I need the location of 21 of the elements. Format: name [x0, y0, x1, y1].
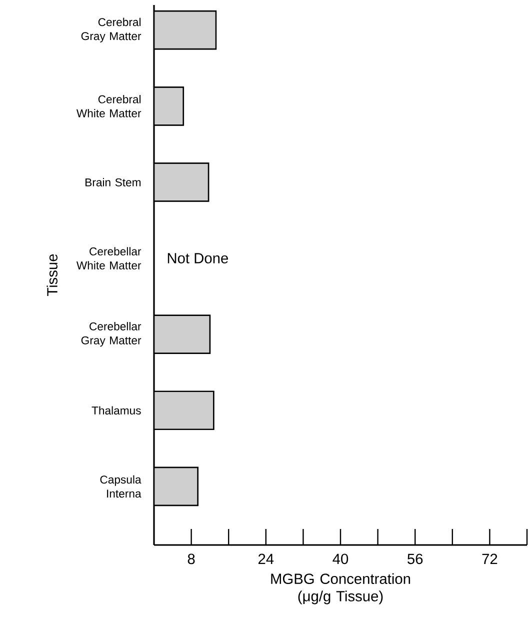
y-tick-label: Thalamus	[92, 406, 141, 415]
bar	[154, 390, 214, 430]
annotation: Not Done	[168, 253, 228, 264]
bar	[154, 466, 198, 506]
y-tick-label: Cerebellar White Matter	[76, 247, 141, 270]
y-tick-label: Cerebral White Matter	[76, 94, 141, 118]
y-tick-label: Cerebellar Gray Matter	[81, 322, 141, 347]
x-tick-label: 24	[258, 554, 274, 564]
y-tick-label: Cerebral Gray Matter	[81, 18, 141, 42]
x-tick-label: 72	[482, 554, 497, 564]
y-tick-label: Brain Stem	[85, 178, 140, 186]
bar	[154, 314, 210, 354]
x-tick-label: 40	[332, 554, 348, 564]
bar	[154, 86, 184, 126]
x-tick-label: 56	[407, 554, 422, 564]
x-tick-label: 8	[188, 554, 195, 564]
y-tick-label: Capsula Interna	[100, 475, 142, 498]
y-axis-title: Tissue	[46, 254, 58, 296]
bar	[154, 162, 209, 202]
x-axis-title: MGBG Concentration (μg/g Tissue)	[270, 573, 410, 604]
bar	[154, 10, 216, 50]
